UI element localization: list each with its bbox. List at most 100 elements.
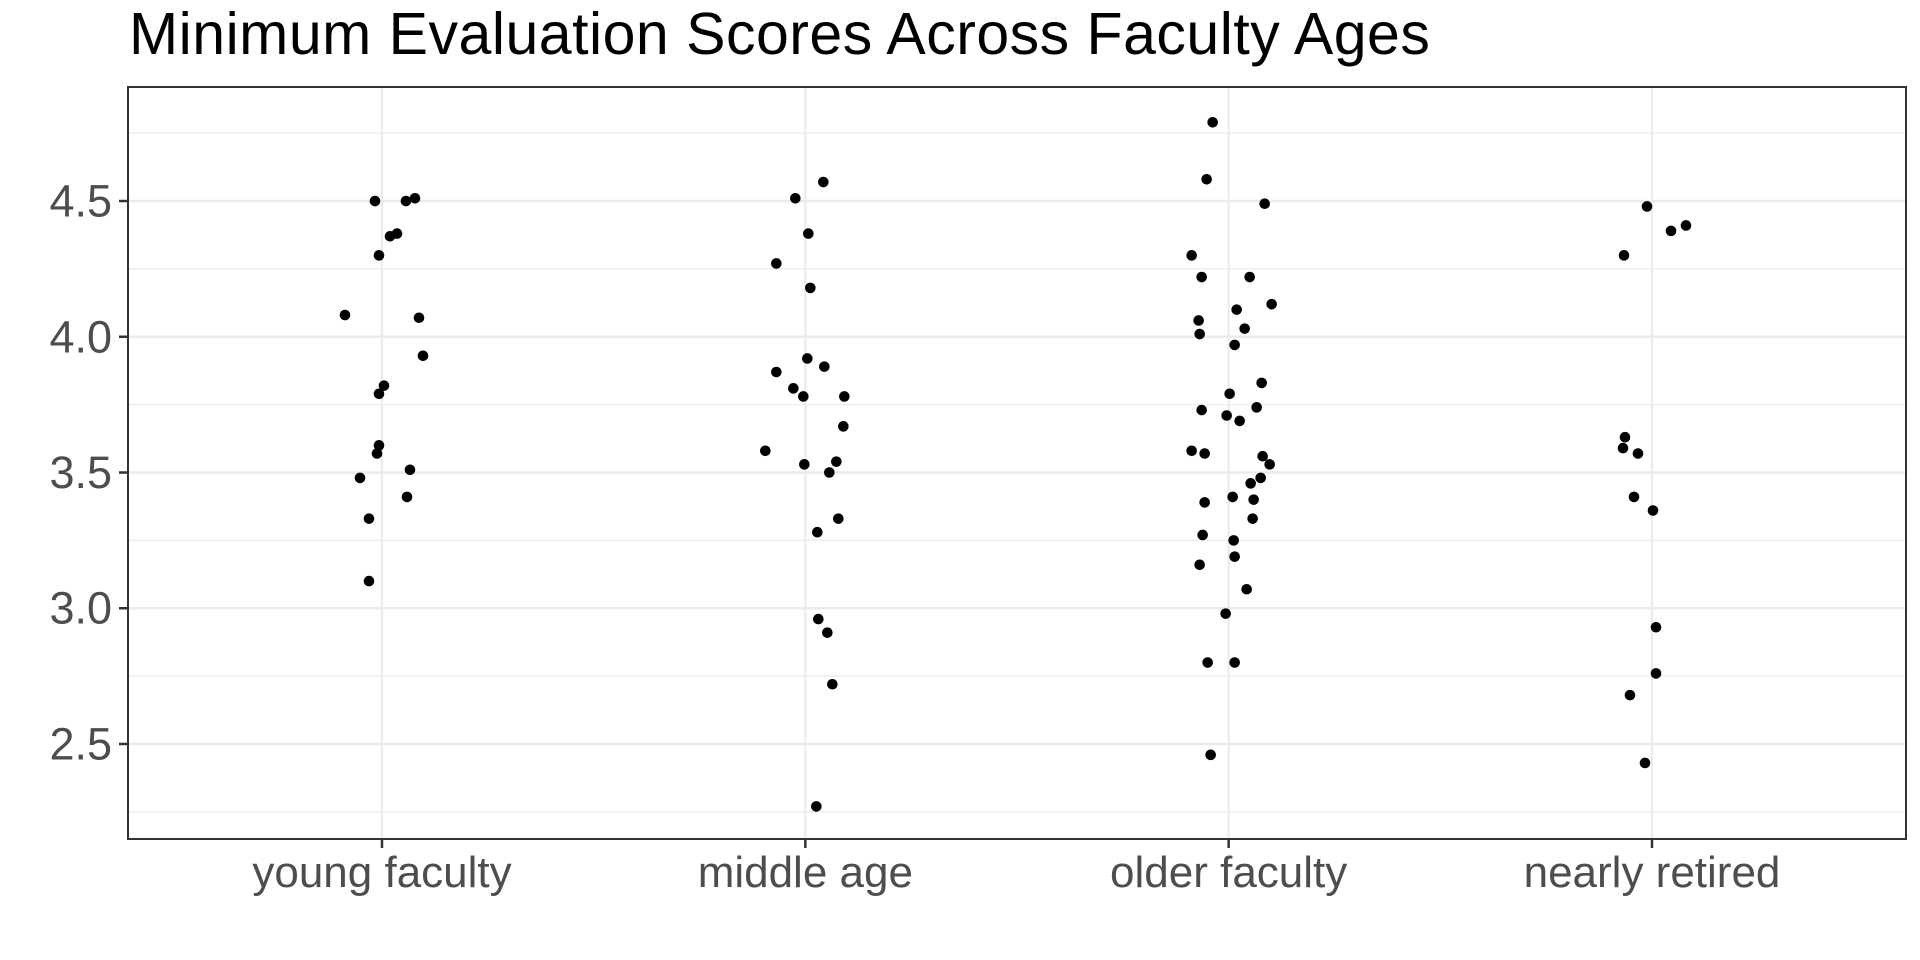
data-point (1186, 445, 1197, 457)
data-point (369, 195, 381, 207)
data-point (1639, 757, 1651, 769)
data-point (1194, 328, 1205, 340)
data-point (798, 391, 809, 402)
data-point (833, 513, 844, 524)
chart-title: Minimum Evaluation Scores Across Faculty… (129, 1, 1431, 67)
data-point (822, 627, 833, 638)
data-point (1199, 497, 1210, 508)
data-point (1650, 668, 1662, 679)
data-point (1619, 431, 1631, 443)
data-point (1199, 448, 1210, 459)
data-point (401, 491, 413, 503)
data-point (1224, 388, 1235, 400)
data-point (812, 526, 823, 538)
data-point (339, 309, 351, 321)
data-point (1234, 415, 1245, 427)
data-point (788, 383, 799, 394)
y-tick-label: 4.0 (49, 311, 112, 362)
data-point (1257, 450, 1268, 462)
data-point (1248, 494, 1259, 505)
data-point (1231, 304, 1242, 315)
y-tick-label: 3.5 (49, 447, 112, 498)
x-category-label: middle age (698, 848, 913, 897)
data-point (1239, 323, 1250, 334)
data-point (1247, 513, 1258, 524)
panel-border (127, 86, 1907, 840)
data-point (378, 380, 390, 391)
y-tick-label: 3.0 (49, 583, 112, 634)
data-point (1228, 535, 1239, 546)
data-point (1197, 529, 1208, 541)
data-point (1266, 298, 1277, 310)
data-point (1205, 749, 1216, 761)
data-point (813, 613, 824, 625)
data-point (1186, 250, 1197, 261)
data-point (805, 282, 816, 294)
data-point (1193, 315, 1204, 326)
data-point (1617, 442, 1629, 454)
data-point (831, 456, 842, 467)
data-point (404, 464, 416, 476)
data-point (1221, 410, 1232, 421)
data-point (811, 801, 822, 812)
data-point (417, 350, 429, 362)
data-point (373, 440, 385, 451)
data-point (839, 391, 850, 402)
data-point (819, 361, 830, 372)
data-point (1256, 377, 1267, 389)
data-point (771, 258, 782, 269)
data-point (1207, 116, 1218, 128)
data-point (760, 445, 771, 457)
data-point (803, 228, 814, 239)
data-point (1647, 505, 1659, 516)
data-point (802, 353, 813, 364)
data-point (371, 448, 383, 459)
data-point (1628, 491, 1640, 503)
data-point (1632, 448, 1644, 459)
data-point (1229, 657, 1240, 668)
data-point (1241, 583, 1252, 595)
data-point (1229, 339, 1240, 351)
data-point (1196, 404, 1207, 416)
data-point (1259, 198, 1270, 210)
data-point (1665, 225, 1677, 237)
data-point (1196, 271, 1207, 283)
data-point (373, 388, 385, 400)
data-point (790, 193, 801, 204)
data-point (1229, 551, 1240, 562)
data-point (799, 459, 810, 470)
y-tick-label: 2.5 (49, 718, 112, 769)
data-point (400, 195, 412, 207)
data-point (413, 312, 425, 324)
data-point (363, 575, 375, 587)
data-point (1641, 201, 1653, 212)
data-point (824, 467, 835, 478)
data-point (1618, 250, 1630, 261)
data-point (409, 193, 421, 204)
data-point (1251, 402, 1262, 413)
data-point (1264, 459, 1275, 470)
data-point (1255, 472, 1266, 484)
data-point (1245, 478, 1256, 489)
data-point (354, 472, 366, 484)
data-point (1680, 220, 1692, 231)
data-point (1227, 491, 1238, 503)
data-point (771, 366, 782, 378)
y-tick-label: 4.5 (49, 176, 112, 227)
data-point (391, 228, 403, 239)
data-point (1202, 657, 1213, 668)
data-point (363, 513, 375, 524)
x-category-label: young faculty (252, 848, 511, 897)
data-point (1201, 174, 1212, 185)
data-point (373, 250, 385, 261)
data-point (818, 176, 829, 188)
x-category-label: nearly retired (1524, 848, 1781, 897)
data-point (838, 421, 849, 432)
data-point (1650, 621, 1662, 633)
data-point (1220, 608, 1231, 619)
data-point (1624, 689, 1636, 701)
x-category-label: older faculty (1110, 848, 1347, 897)
panel-background (128, 87, 1906, 839)
